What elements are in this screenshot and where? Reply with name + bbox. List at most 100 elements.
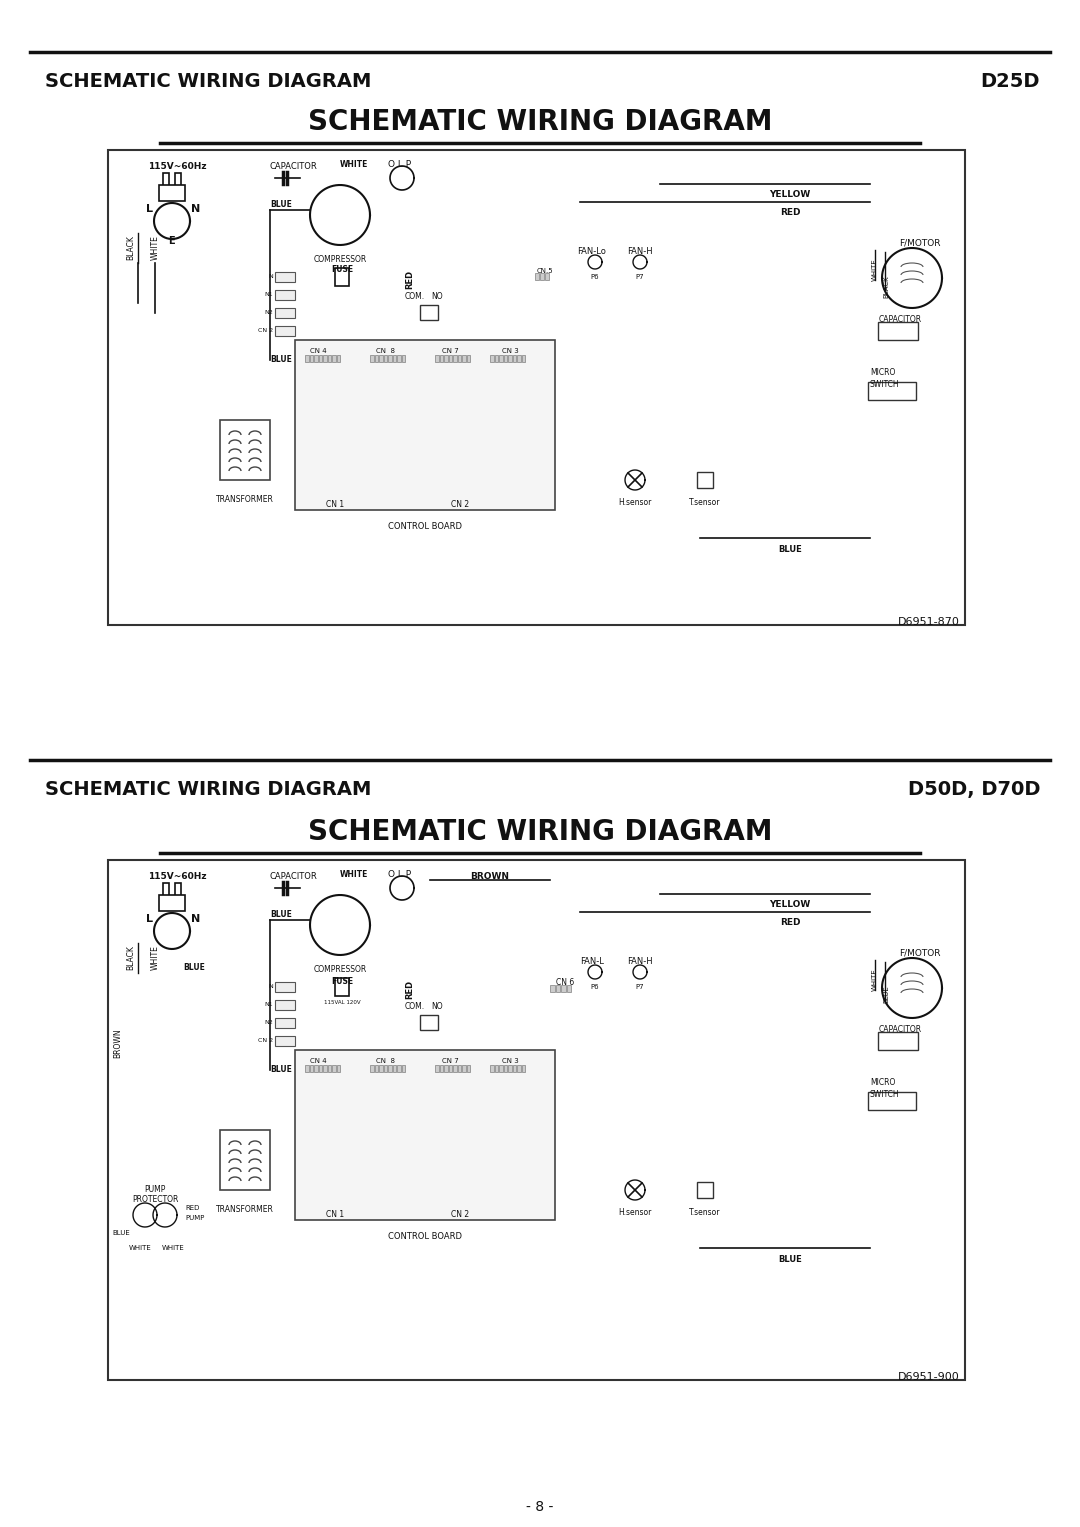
Text: F/MOTOR: F/MOTOR <box>900 238 941 247</box>
Text: CAPACITOR: CAPACITOR <box>878 315 921 324</box>
Text: WHITE: WHITE <box>340 870 368 880</box>
Text: CN 2: CN 2 <box>258 328 273 333</box>
Bar <box>448 354 453 362</box>
Text: SWITCH: SWITCH <box>870 380 900 389</box>
Text: 115V~60Hz: 115V~60Hz <box>148 162 206 171</box>
Bar <box>220 420 270 479</box>
Bar <box>275 1035 295 1046</box>
Text: COMPRESSOR: COMPRESSOR <box>313 965 366 974</box>
Text: D50D, D70D: D50D, D70D <box>907 780 1040 799</box>
Bar <box>159 185 185 202</box>
Bar <box>275 272 295 282</box>
Bar <box>379 1064 382 1072</box>
Bar <box>420 305 438 321</box>
Text: MICRO: MICRO <box>870 368 895 377</box>
Bar <box>323 354 326 362</box>
Bar <box>388 1064 391 1072</box>
Text: CONTROL BOARD: CONTROL BOARD <box>388 1232 462 1241</box>
Bar <box>163 173 168 186</box>
Text: CAPACITOR: CAPACITOR <box>270 162 318 171</box>
Bar <box>314 1064 318 1072</box>
Bar <box>108 150 966 625</box>
Text: MICRO: MICRO <box>870 1078 895 1087</box>
Text: CN 2: CN 2 <box>451 1209 469 1219</box>
Text: D6951-870: D6951-870 <box>899 617 960 628</box>
Text: SWITCH: SWITCH <box>870 1090 900 1099</box>
Text: CN 4: CN 4 <box>310 348 326 354</box>
Bar <box>435 1064 438 1072</box>
Text: H.sensor: H.sensor <box>619 1208 651 1217</box>
Text: FAN-L: FAN-L <box>580 957 604 967</box>
Text: E: E <box>167 237 174 246</box>
Text: O L P: O L P <box>388 160 411 169</box>
Text: RED: RED <box>780 208 800 217</box>
Text: 115V~60Hz: 115V~60Hz <box>148 872 206 881</box>
Text: TRANSFORMER: TRANSFORMER <box>216 1205 274 1214</box>
Bar <box>327 1064 330 1072</box>
Bar <box>275 1019 295 1028</box>
Text: WHITE: WHITE <box>872 968 878 991</box>
Text: P7: P7 <box>636 273 645 279</box>
Bar <box>375 354 378 362</box>
Text: L: L <box>146 915 153 924</box>
Bar <box>337 354 340 362</box>
Bar <box>513 1064 516 1072</box>
Text: T.sensor: T.sensor <box>689 1208 720 1217</box>
Bar <box>462 1064 465 1072</box>
Bar <box>467 1064 470 1072</box>
Bar <box>440 1064 443 1072</box>
Bar <box>550 985 554 993</box>
Bar <box>545 273 549 279</box>
Bar <box>275 982 295 993</box>
Bar <box>448 1064 453 1072</box>
Text: N: N <box>191 205 200 214</box>
Bar <box>697 1182 713 1199</box>
Bar <box>697 472 713 489</box>
Text: O L P: O L P <box>388 870 411 880</box>
Bar <box>508 354 512 362</box>
Text: NO: NO <box>431 292 443 301</box>
Text: CN 2: CN 2 <box>451 499 469 508</box>
Bar <box>335 269 349 286</box>
Text: FUSE: FUSE <box>330 266 353 273</box>
Bar <box>108 860 966 1380</box>
Text: BLACK: BLACK <box>883 275 889 298</box>
Text: CN  8: CN 8 <box>376 1058 394 1064</box>
Text: P6: P6 <box>591 273 599 279</box>
Bar <box>402 1064 405 1072</box>
Bar <box>453 354 457 362</box>
Bar <box>435 354 438 362</box>
Bar <box>370 354 374 362</box>
Text: BLACK: BLACK <box>126 945 135 971</box>
Text: SCHEMATIC WIRING DIAGRAM: SCHEMATIC WIRING DIAGRAM <box>45 72 372 92</box>
Text: COMPRESSOR: COMPRESSOR <box>313 255 366 264</box>
Text: BROWN: BROWN <box>113 1028 122 1058</box>
Bar <box>517 354 521 362</box>
Bar <box>420 1015 438 1031</box>
Text: CAPACITOR: CAPACITOR <box>878 1025 921 1034</box>
Bar <box>379 354 382 362</box>
Text: YELLOW: YELLOW <box>769 899 811 909</box>
Bar <box>383 1064 387 1072</box>
Text: BLUE: BLUE <box>270 1064 292 1073</box>
Bar <box>275 1000 295 1009</box>
Text: P7: P7 <box>636 983 645 989</box>
Bar <box>868 1092 916 1110</box>
Text: N: N <box>268 275 273 279</box>
Text: SCHEMATIC WIRING DIAGRAM: SCHEMATIC WIRING DIAGRAM <box>45 780 372 799</box>
Text: FUSE: FUSE <box>330 977 353 986</box>
Text: T.sensor: T.sensor <box>689 498 720 507</box>
Text: CN 2: CN 2 <box>258 1038 273 1043</box>
Bar <box>490 354 494 362</box>
Text: RED: RED <box>780 918 800 927</box>
Bar <box>220 1130 270 1190</box>
Bar <box>319 354 322 362</box>
Bar <box>295 341 555 510</box>
Text: SCHEMATIC WIRING DIAGRAM: SCHEMATIC WIRING DIAGRAM <box>308 818 772 846</box>
Bar <box>503 354 507 362</box>
Bar <box>275 308 295 318</box>
Bar <box>175 173 181 186</box>
Text: - 8 -: - 8 - <box>526 1500 554 1513</box>
Text: TRANSFORMER: TRANSFORMER <box>216 495 274 504</box>
Bar <box>522 354 525 362</box>
